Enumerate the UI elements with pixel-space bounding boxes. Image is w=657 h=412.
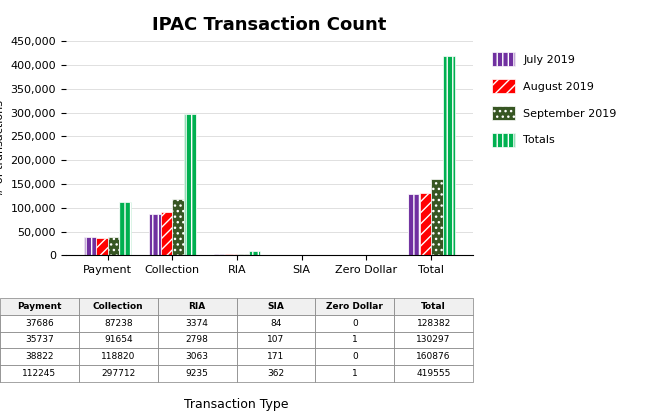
Bar — [160, 212, 172, 255]
Bar — [84, 237, 96, 255]
Bar — [420, 193, 431, 255]
Bar — [225, 254, 237, 255]
Legend: July 2019, August 2019, September 2019, Totals: July 2019, August 2019, September 2019, … — [487, 47, 622, 152]
Bar — [184, 114, 196, 255]
Bar — [237, 254, 248, 255]
Bar — [119, 202, 131, 255]
Title: IPAC Transaction Count: IPAC Transaction Count — [152, 16, 386, 34]
Y-axis label: # of transactions: # of transactions — [0, 100, 5, 197]
Bar — [172, 199, 184, 255]
Bar — [96, 239, 108, 255]
Bar — [431, 179, 443, 255]
Bar — [108, 237, 119, 255]
Bar — [149, 214, 160, 255]
Bar — [408, 194, 420, 255]
Bar — [443, 56, 455, 255]
Text: Transaction Type: Transaction Type — [184, 398, 289, 411]
Bar — [248, 251, 260, 255]
Bar — [214, 254, 225, 255]
